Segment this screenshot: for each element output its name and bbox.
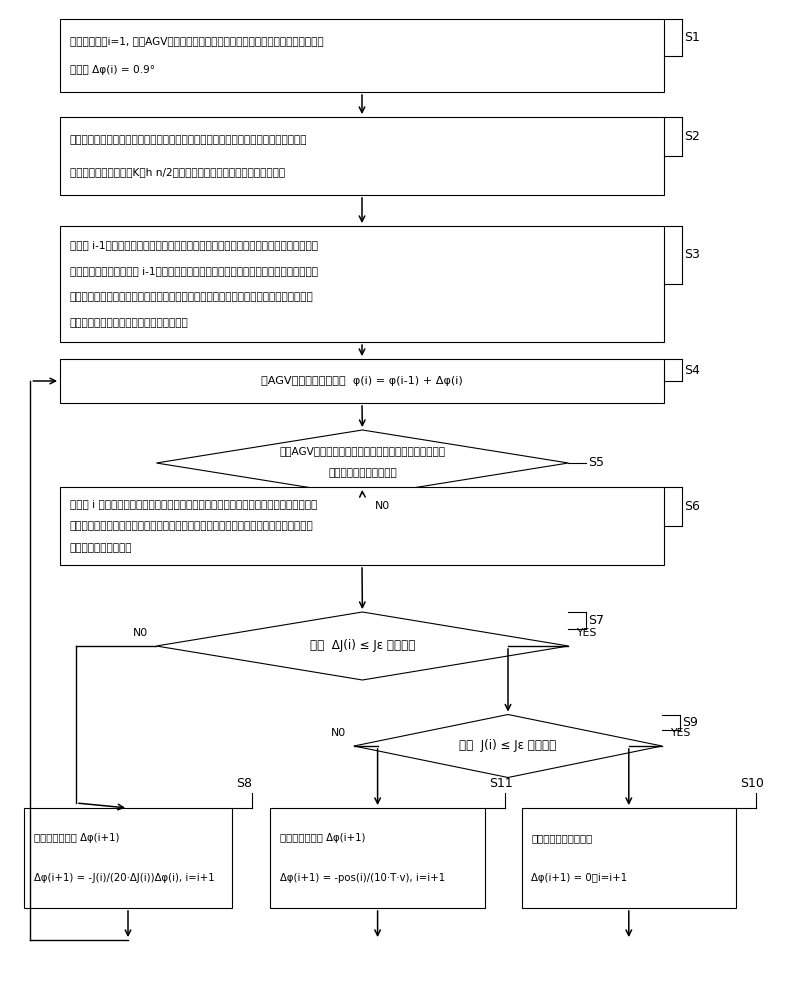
- Polygon shape: [354, 714, 662, 778]
- Text: Δφ(i+1) = 0，i=i+1: Δφ(i+1) = 0，i=i+1: [531, 873, 627, 883]
- Bar: [60, 487, 664, 565]
- Bar: [24, 808, 232, 908]
- Text: S7: S7: [589, 614, 605, 627]
- Bar: [60, 19, 664, 92]
- Text: S4: S4: [684, 363, 700, 376]
- Text: 检查AGV车体当前实际运行速度，调整摄像头档位角度，: 检查AGV车体当前实际运行速度，调整摄像头档位角度，: [279, 446, 446, 456]
- Bar: [60, 226, 664, 342]
- Polygon shape: [157, 430, 568, 496]
- Text: 判断  J(i) ≤ Jε 是否成立: 判断 J(i) ≤ Jε 是否成立: [459, 740, 557, 752]
- Polygon shape: [157, 612, 568, 680]
- Text: S10: S10: [740, 777, 764, 790]
- Text: 判断档位角度是否有变化: 判断档位角度是否有变化: [328, 468, 397, 478]
- Text: 间每行像素数量，以及第 i-1帧视频画面中导引线条中分线与画面底部和画面中央水平像: 间每行像素数量，以及第 i-1帧视频画面中导引线条中分线与画面底部和画面中央水平…: [70, 266, 318, 276]
- Text: 量初值 Δφ(i) = 0.9°: 量初值 Δφ(i) = 0.9°: [70, 65, 154, 75]
- Text: 应的像素位置横向序号，计算画面中的导引线的倾斜和位置偏离，进一步计算姿态误差评: 应的像素位置横向序号，计算画面中的导引线的倾斜和位置偏离，进一步计算姿态误差评: [70, 521, 314, 531]
- Text: 将AGV车轮转向角设置为  φ(i) = φ(i-1) + Δφ(i): 将AGV车轮转向角设置为 φ(i) = φ(i-1) + Δφ(i): [261, 376, 463, 386]
- Text: 提取第 i 帧视频画面中导引线条中分线与画面底部和画面中央水平像素行的两个交点所对: 提取第 i 帧视频画面中导引线条中分线与画面底部和画面中央水平像素行的两个交点所…: [70, 499, 317, 509]
- Text: S5: S5: [589, 456, 605, 470]
- Text: S8: S8: [236, 777, 252, 790]
- Text: 素行的两个交点所对应的像素位置横向序号，计算当前档位角度下姿态跟踪误差评价函数: 素行的两个交点所对应的像素位置横向序号，计算当前档位角度下姿态跟踪误差评价函数: [70, 292, 314, 302]
- Text: N0: N0: [374, 501, 390, 511]
- Text: 判断  ΔJ(i) ≤ Jε 是否成立: 判断 ΔJ(i) ≤ Jε 是否成立: [310, 640, 415, 652]
- Bar: [60, 117, 664, 195]
- Text: 价函数和评价函数增量: 价函数和评价函数增量: [70, 543, 132, 553]
- Text: 保持车轮转角不便，即: 保持车轮转角不便，即: [531, 833, 593, 843]
- Bar: [270, 808, 485, 908]
- Text: S11: S11: [489, 777, 513, 790]
- Text: 置画面帧序号i=1, 接受AGV任务调度指令以指令速度向前行进，设置车轮转角调整增: 置画面帧序号i=1, 接受AGV任务调度指令以指令速度向前行进，设置车轮转角调整…: [70, 36, 323, 46]
- Text: S2: S2: [684, 130, 700, 143]
- Text: S1: S1: [684, 31, 700, 44]
- Text: S9: S9: [682, 716, 698, 729]
- Text: S6: S6: [684, 500, 700, 513]
- Text: 计算角度调整量 Δφ(i+1): 计算角度调整量 Δφ(i+1): [280, 833, 366, 843]
- Bar: [522, 808, 736, 908]
- Text: Δφ(i+1) = -J(i)/(20·ΔJ(i))Δφ(i), i=i+1: Δφ(i+1) = -J(i)/(20·ΔJ(i))Δφ(i), i=i+1: [34, 873, 214, 883]
- Text: 依据当前车体实际运行速度的反馈数据，调整摄像头档位角度，计算当前角度下前方地: 依据当前车体实际运行速度的反馈数据，调整摄像头档位角度，计算当前角度下前方地: [70, 135, 307, 145]
- Text: N0: N0: [330, 728, 346, 738]
- Text: N0: N0: [133, 628, 149, 638]
- Text: 提取对 i-1帧视频画面底部行和中央行两个高度位置上，导引线条宽度方向上两个边缘之: 提取对 i-1帧视频画面底部行和中央行两个高度位置上，导引线条宽度方向上两个边缘…: [70, 240, 318, 250]
- Bar: [60, 359, 664, 403]
- Text: YES: YES: [670, 728, 690, 738]
- Text: 的阈值及画面中的导引线的倾斜和位置偏离: 的阈值及画面中的导引线的倾斜和位置偏离: [70, 318, 188, 328]
- Text: 面导引线条的辅助参数K、h n/2，其中摄像头角度为摄像头与铅垂线夹角: 面导引线条的辅助参数K、h n/2，其中摄像头角度为摄像头与铅垂线夹角: [70, 167, 285, 177]
- Text: Δφ(i+1) = -pos(i)/(10·T·v), i=i+1: Δφ(i+1) = -pos(i)/(10·T·v), i=i+1: [280, 873, 445, 883]
- Text: 计算角度调整量 Δφ(i+1): 计算角度调整量 Δφ(i+1): [34, 833, 119, 843]
- Text: YES: YES: [576, 628, 597, 638]
- Text: S3: S3: [684, 248, 700, 261]
